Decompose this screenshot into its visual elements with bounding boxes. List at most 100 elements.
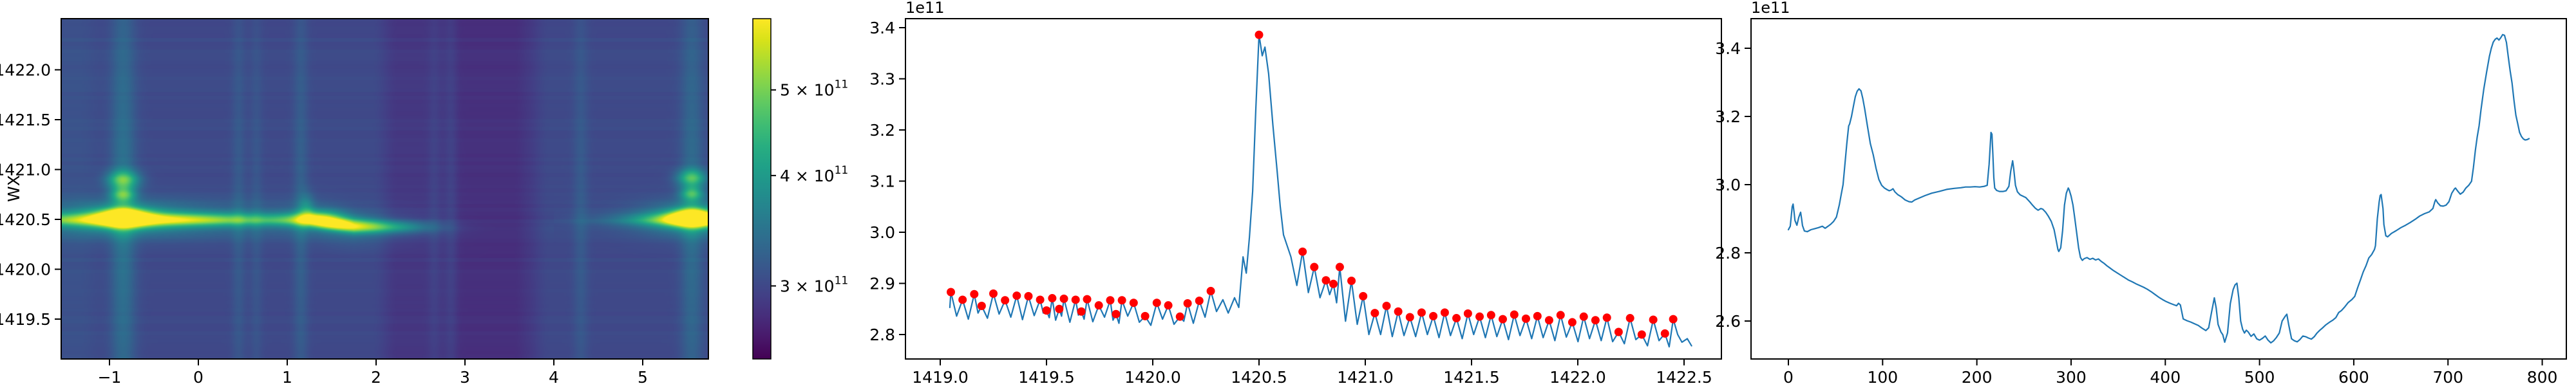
right-xtick-label: 500: [2244, 368, 2275, 386]
heatmap-ytick-label: 1422.0: [0, 61, 51, 80]
colorbar-tick-label: 5 × 1011: [780, 78, 848, 100]
middle-ytick-label: 3.3: [869, 70, 895, 89]
peak-marker: [1183, 299, 1192, 308]
peak-marker: [1669, 315, 1678, 324]
heatmap-xtick-label: 5: [638, 368, 648, 386]
heatmap-spines: [61, 18, 709, 360]
right-xtick-label: 400: [2150, 368, 2181, 386]
colorbar-tick-label: 4 × 1011: [780, 164, 848, 185]
middle-xtick-label: 1420.5: [1231, 368, 1287, 386]
heatmap-ytick-label: 1420.0: [0, 261, 51, 279]
peak-marker: [1048, 294, 1057, 303]
right-offset-label: 1e11: [1751, 0, 1790, 17]
peak-marker: [1129, 299, 1138, 308]
middle-ytick-label: 3.1: [869, 172, 895, 191]
peak-marker: [1544, 316, 1553, 325]
middle-spines: [905, 18, 1722, 360]
heatmap-xtick-label: 2: [371, 368, 381, 386]
heatmap-ytick-label: 1421.0: [0, 161, 51, 179]
middle-xtick-label: 1421.0: [1337, 368, 1393, 386]
middle-xtick-label: 1420.0: [1124, 368, 1180, 386]
middle-xtick-label: 1419.5: [1018, 368, 1074, 386]
peak-marker: [1298, 247, 1307, 256]
peak-marker: [1152, 299, 1161, 308]
right-ytick-label: 3.4: [1715, 39, 1741, 58]
peak-marker: [1335, 262, 1344, 271]
heatmap-xtick-label: −1: [98, 368, 122, 386]
right-xtick-label: 700: [2432, 368, 2463, 386]
peak-marker: [1591, 316, 1600, 325]
peak-marker: [1533, 311, 1542, 320]
right-xtick-label: 600: [2338, 368, 2369, 386]
peak-marker: [1382, 301, 1391, 310]
heatmap-ytick-label: 1421.5: [0, 111, 51, 129]
peak-marker: [1567, 318, 1577, 327]
peak-marker: [1321, 276, 1331, 285]
peak-marker: [1083, 295, 1092, 304]
peak-marker: [1206, 286, 1215, 295]
peak-marker: [1405, 313, 1414, 322]
colorbar-gradient: [752, 18, 772, 360]
heatmap-ytick-label: 1420.5: [0, 210, 51, 229]
peak-marker: [1660, 329, 1669, 338]
peak-marker: [1175, 312, 1184, 321]
middle-ytick-label: 2.9: [869, 275, 895, 293]
peak-marker: [1440, 308, 1449, 317]
middle-ytick-label: 3.0: [869, 223, 895, 242]
peak-marker: [1475, 312, 1484, 321]
heatmap-ytick-label: 1419.5: [0, 310, 51, 329]
peak-marker: [1036, 295, 1045, 304]
peak-marker: [1625, 314, 1634, 323]
colorbar-tick-label: 3 × 1011: [780, 274, 848, 295]
peak-marker: [1521, 314, 1530, 323]
peak-marker: [1141, 311, 1150, 320]
peak-marker: [1452, 314, 1461, 323]
right-ytick-label: 3.2: [1715, 107, 1741, 126]
peak-marker: [1106, 296, 1115, 305]
peak-marker: [1429, 311, 1438, 320]
peak-marker: [1059, 294, 1068, 303]
middle-xtick-label: 1422.5: [1656, 368, 1712, 386]
right-xtick-label: 300: [2056, 368, 2087, 386]
peak-marker: [1012, 291, 1021, 300]
peak-marker: [1637, 330, 1646, 339]
right-ytick-label: 2.8: [1715, 244, 1741, 262]
peak-marker: [989, 289, 998, 298]
peak-marker: [1055, 304, 1064, 313]
middle-ytick-label: 2.8: [869, 326, 895, 344]
peak-marker: [1649, 315, 1658, 324]
middle-xtick-label: 1419.0: [912, 368, 968, 386]
heatmap-xtick-label: 1: [282, 368, 292, 386]
peak-marker: [1077, 307, 1086, 316]
peak-marker: [1510, 310, 1519, 319]
right-xtick-label: 100: [1867, 368, 1898, 386]
peak-marker: [1394, 307, 1403, 316]
right-xtick-label: 0: [1783, 368, 1794, 386]
peak-marker: [1164, 301, 1173, 310]
middle-xtick-label: 1421.5: [1443, 368, 1499, 386]
peak-marker: [1195, 297, 1204, 306]
heatmap-xtick-label: 4: [549, 368, 559, 386]
peak-marker: [1071, 295, 1080, 304]
peak-marker: [1417, 308, 1426, 317]
peak-marker: [977, 301, 986, 310]
peak-marker: [947, 288, 955, 297]
peak-marker: [1347, 277, 1356, 286]
peak-marker: [1255, 30, 1264, 39]
peak-marker: [1499, 315, 1508, 324]
right-spines: [1750, 18, 2567, 360]
middle-xtick-label: 1422.0: [1549, 368, 1605, 386]
right-ytick-label: 3.0: [1715, 176, 1741, 194]
peak-marker: [1370, 309, 1379, 318]
peak-marker: [1329, 279, 1338, 288]
right-xtick-label: 200: [1962, 368, 1993, 386]
peak-marker: [1602, 313, 1611, 322]
right-xtick-label: 800: [2527, 368, 2558, 386]
peak-marker: [1614, 327, 1623, 336]
peak-marker: [1310, 262, 1319, 271]
heatmap-xtick-label: 0: [193, 368, 204, 386]
peak-marker: [1359, 291, 1368, 300]
middle-ytick-label: 3.2: [869, 121, 895, 140]
